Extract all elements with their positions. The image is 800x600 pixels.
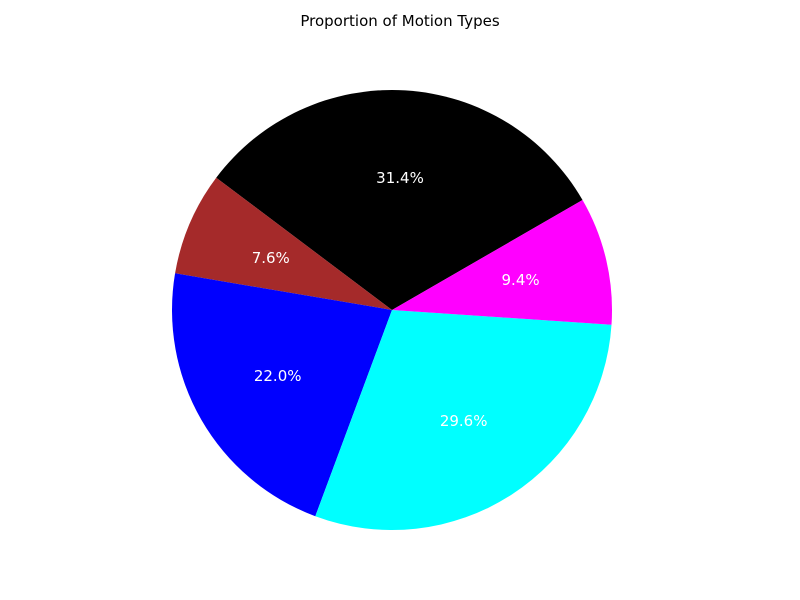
pie-labels: 31.4% 7.6% 22.0% 29.6% 9.4% — [252, 169, 540, 430]
pie-slice-2 — [171, 273, 392, 517]
pie-slice-3 — [315, 310, 612, 531]
pie-slice-label-4: 9.4% — [502, 271, 540, 289]
pie-slices — [171, 89, 613, 531]
pie-slice-4 — [392, 200, 613, 325]
pie-slice-1 — [175, 177, 392, 310]
pie-slice-label-0: 31.4% — [376, 169, 424, 187]
pie-slice-label-1: 7.6% — [252, 249, 290, 267]
chart-title: Proportion of Motion Types — [300, 12, 500, 30]
pie-slice-0 — [216, 89, 583, 311]
pie-slice-label-2: 22.0% — [254, 367, 302, 385]
pie-slice-label-3: 29.6% — [440, 412, 488, 430]
